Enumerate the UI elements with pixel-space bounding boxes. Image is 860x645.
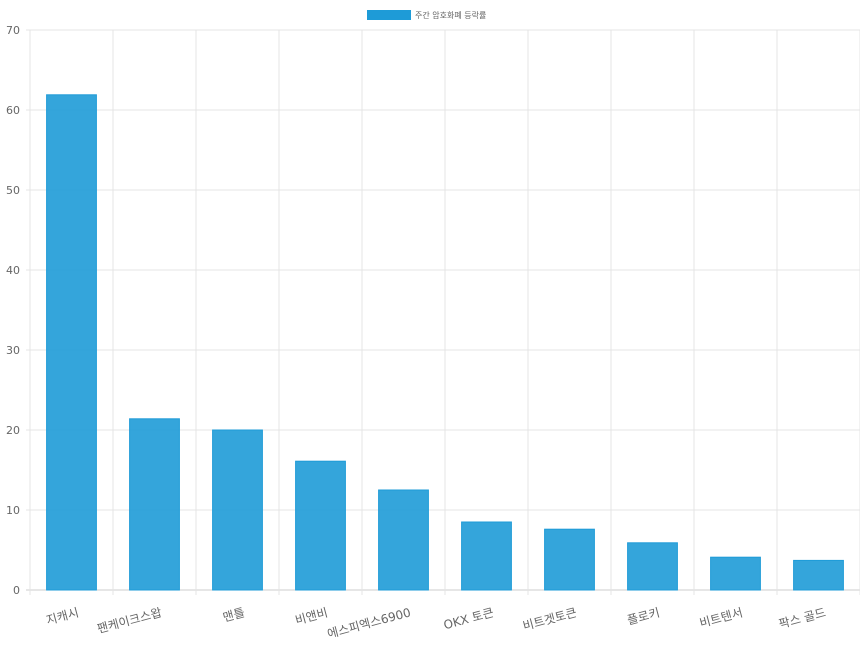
bar[interactable]	[212, 429, 263, 591]
y-tick-label: 10	[6, 504, 20, 517]
y-tick-label: 0	[13, 584, 20, 597]
y-tick-label: 50	[6, 184, 20, 197]
x-tick-label: 맨틀	[221, 605, 246, 624]
bar[interactable]	[46, 94, 97, 591]
x-tick-label: 에스피엑스6900	[326, 605, 412, 641]
legend-label: 주간 암호화폐 등락률	[415, 10, 486, 20]
x-tick-label: 팬케이크스왑	[96, 605, 164, 636]
bars	[46, 94, 844, 591]
bar[interactable]	[295, 460, 346, 591]
y-tick-label: 30	[6, 344, 20, 357]
x-tick-label: 플로키	[626, 605, 662, 627]
bar[interactable]	[627, 542, 678, 591]
grid	[26, 29, 860, 595]
legend-swatch	[367, 10, 411, 20]
x-tick-label: 비트겟토큰	[521, 605, 578, 633]
x-tick-label: 비앤비	[294, 605, 330, 627]
bar[interactable]	[710, 556, 761, 591]
x-tick-label: OKX 토큰	[442, 605, 495, 632]
y-tick-label: 40	[6, 264, 20, 277]
x-tick-label: 팍스 골드	[777, 605, 827, 631]
y-tick-label: 20	[6, 424, 20, 437]
bar[interactable]	[129, 418, 180, 591]
x-tick-label: 지캐시	[45, 605, 81, 627]
legend[interactable]: 주간 암호화폐 등락률	[367, 10, 486, 20]
bar[interactable]	[461, 521, 512, 591]
x-tick-label: 비트텐서	[698, 605, 744, 630]
y-tick-label: 70	[6, 24, 20, 37]
bar[interactable]	[378, 489, 429, 591]
bar[interactable]	[793, 559, 844, 591]
y-axis-ticks: 0 10 20 30 40 50 60 70	[6, 24, 20, 597]
bar[interactable]	[544, 528, 595, 591]
y-tick-label: 60	[6, 104, 20, 117]
